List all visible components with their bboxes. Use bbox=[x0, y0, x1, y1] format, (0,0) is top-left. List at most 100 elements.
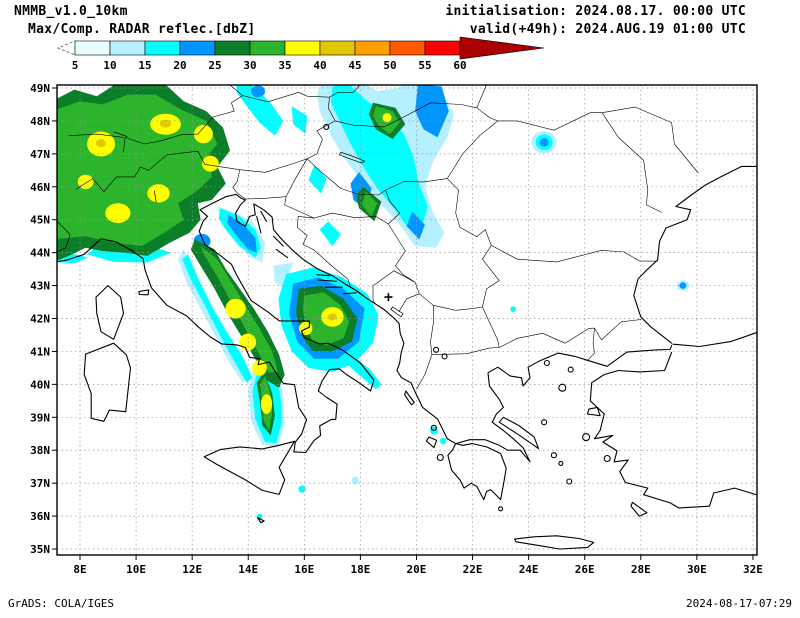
colorbar-tick-label: 35 bbox=[278, 59, 291, 72]
precip-shape bbox=[182, 254, 253, 383]
precip-shape bbox=[251, 85, 266, 98]
coastline bbox=[455, 352, 589, 463]
coastline bbox=[589, 351, 757, 509]
colorbar-segment bbox=[389, 40, 426, 56]
border-line bbox=[491, 245, 658, 263]
border-line bbox=[476, 107, 498, 122]
border-line bbox=[476, 85, 487, 108]
small-island bbox=[567, 366, 574, 373]
precip-shape bbox=[105, 203, 131, 224]
x-axis-label: 24E bbox=[519, 563, 539, 576]
colorbar-segment bbox=[214, 40, 251, 56]
small-island bbox=[498, 506, 504, 512]
map-layers bbox=[57, 85, 757, 555]
island-outline bbox=[630, 501, 648, 517]
colorbar-segment bbox=[319, 40, 356, 56]
x-axis-label: 8E bbox=[73, 563, 86, 576]
island-outline bbox=[256, 517, 265, 524]
precip-shape bbox=[202, 155, 219, 172]
init-time: initialisation: 2024.08.17. 00:00 UTC bbox=[445, 4, 746, 19]
precip-shape bbox=[415, 85, 449, 138]
precip-shape bbox=[510, 306, 516, 313]
border-line bbox=[482, 245, 500, 308]
y-axis-label: 44N bbox=[30, 247, 50, 260]
small-island bbox=[543, 359, 550, 367]
small-island bbox=[558, 460, 564, 466]
precip-shape bbox=[236, 85, 284, 136]
border-line bbox=[284, 196, 389, 225]
precip-shape bbox=[308, 165, 327, 194]
map-frame bbox=[56, 84, 758, 556]
small-island bbox=[436, 453, 444, 462]
x-axis-label: 16E bbox=[294, 563, 314, 576]
coastline bbox=[316, 274, 331, 277]
small-island bbox=[441, 353, 448, 360]
overlay-marker bbox=[384, 293, 393, 302]
precip-shape bbox=[319, 221, 341, 247]
lake-outline bbox=[153, 190, 157, 203]
render-timestamp: 2024-08-17-07:29 bbox=[686, 597, 792, 610]
border-line bbox=[372, 270, 416, 301]
y-axis-label: 40N bbox=[30, 378, 50, 391]
colorbar-tick-label: 10 bbox=[103, 59, 116, 72]
border-line bbox=[239, 158, 308, 173]
coastline bbox=[198, 193, 375, 454]
coastline bbox=[272, 235, 284, 247]
border-line bbox=[148, 150, 240, 171]
colorbar-tick-label: 40 bbox=[313, 59, 326, 72]
border-line bbox=[419, 293, 483, 311]
valid-time: valid(+49h): 2024.AUG.19 01:00 UTC bbox=[469, 22, 746, 37]
coastline bbox=[260, 210, 268, 222]
precip-shape bbox=[227, 214, 257, 253]
x-axis-label: 10E bbox=[126, 563, 146, 576]
coastline bbox=[343, 292, 357, 295]
x-axis-label: 14E bbox=[238, 563, 258, 576]
precip-shape bbox=[327, 313, 337, 321]
coastline bbox=[256, 215, 262, 234]
island-outline bbox=[447, 443, 507, 501]
x-axis-label: 28E bbox=[631, 563, 651, 576]
colorbar-segment bbox=[74, 40, 111, 56]
y-axis-label: 36N bbox=[30, 510, 50, 523]
border-line bbox=[447, 178, 492, 246]
border-line bbox=[398, 282, 420, 313]
border-line bbox=[306, 120, 336, 160]
precip-layer bbox=[57, 85, 690, 520]
border-line bbox=[601, 112, 662, 213]
colorbar-tick-label: 45 bbox=[348, 59, 361, 72]
island-outline bbox=[95, 285, 125, 340]
x-axis-label: 32E bbox=[743, 563, 763, 576]
y-axis-label: 47N bbox=[30, 148, 50, 161]
colorbar: 5 10 15 20 25 30 35 40 45 50 55 60 bbox=[56, 36, 545, 72]
precip-shape bbox=[361, 191, 378, 217]
precip-shape bbox=[382, 113, 392, 123]
island-outline bbox=[498, 416, 540, 450]
colorbar-tick-label: 5 bbox=[72, 59, 79, 72]
border-line bbox=[447, 120, 498, 179]
colorbar-tick-label: 55 bbox=[418, 59, 431, 72]
lake-outline bbox=[390, 306, 404, 318]
border-line bbox=[482, 306, 500, 348]
field-title: Max/Comp. RADAR reflec.[dbZ] bbox=[28, 22, 256, 37]
border-line bbox=[497, 112, 603, 131]
island-outline bbox=[586, 406, 601, 417]
border-line bbox=[123, 137, 126, 153]
y-axis-label: 37N bbox=[30, 477, 50, 490]
y-axis-label: 41N bbox=[30, 345, 50, 358]
coastlines bbox=[57, 123, 757, 550]
lake-outline bbox=[113, 131, 128, 138]
colorbar-segment bbox=[179, 40, 216, 56]
island-outline bbox=[138, 289, 150, 296]
coastline bbox=[235, 197, 457, 445]
border-line bbox=[385, 189, 401, 225]
small-island bbox=[433, 346, 440, 353]
border-line bbox=[329, 85, 361, 98]
border-line bbox=[385, 178, 448, 191]
border-line bbox=[242, 92, 330, 103]
small-island bbox=[541, 419, 548, 426]
lake-outline bbox=[338, 151, 366, 164]
colorbar-tick-label: 15 bbox=[138, 59, 151, 72]
border-line bbox=[296, 216, 351, 288]
x-axis-label: 26E bbox=[575, 563, 595, 576]
colorbar-segment bbox=[144, 40, 181, 56]
